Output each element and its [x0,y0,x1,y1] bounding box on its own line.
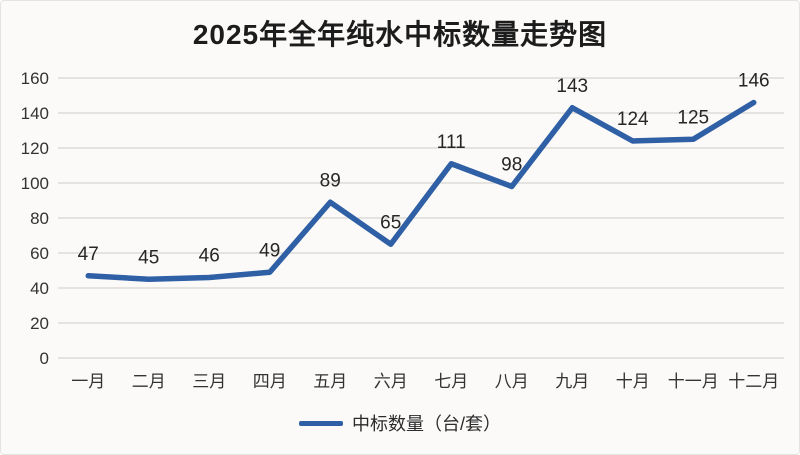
x-axis-labels: 一月 二月 三月 四月 五月 六月 七月 八月 九月 十月 十一月 十二月 [71,372,779,391]
y-tick-label: 60 [30,244,49,263]
data-label: 49 [259,240,280,261]
x-tick-label: 十二月 [728,372,779,391]
y-tick-label: 0 [40,349,49,368]
y-tick-label: 40 [30,279,49,298]
y-tick-label: 100 [21,174,49,193]
y-tick-label: 120 [21,139,49,158]
trend-line-chart: 0 20 40 60 80 100 120 140 160 一月 二月 三月 四月 五月 六月 七月 八月 九月… [21,69,784,391]
y-axis-labels: 0 20 40 60 80 100 120 140 160 [21,69,49,368]
y-tick-label: 80 [30,209,49,228]
data-label: 111 [437,132,466,153]
chart-title: 2025年全年纯水中标数量走势图 [192,19,608,50]
data-label: 143 [556,76,588,97]
x-tick-label: 八月 [495,372,529,391]
x-tick-label: 一月 [71,372,105,391]
data-label: 124 [617,109,649,130]
y-tick-label: 160 [21,69,49,88]
x-tick-label: 七月 [434,372,468,391]
data-labels: 47 45 46 49 89 65 111 98 143 124 125 146 [78,71,770,269]
x-tick-label: 十月 [616,372,650,391]
x-tick-label: 二月 [132,372,166,391]
y-tick-label: 20 [30,314,49,333]
data-label: 89 [320,170,341,191]
x-tick-label: 四月 [253,372,287,391]
data-label: 46 [199,246,220,267]
series-line [85,99,757,282]
series-polyline [85,99,757,282]
x-tick-label: 六月 [374,372,408,391]
data-label: 146 [738,71,770,92]
x-tick-label: 九月 [555,372,589,391]
legend-line-swatch [298,420,343,426]
x-tick-label: 五月 [313,372,347,391]
chart-legend: 中标数量（台/套） [1,410,799,436]
data-label: 125 [677,107,709,128]
gridlines [58,77,784,359]
data-label: 47 [78,244,99,265]
data-label: 45 [138,247,159,268]
y-tick-label: 140 [21,104,49,123]
x-tick-label: 十一月 [668,372,719,391]
data-label: 98 [501,155,522,176]
legend-label: 中标数量（台/套） [351,414,501,434]
x-tick-label: 三月 [192,372,226,391]
data-label: 65 [380,212,401,233]
